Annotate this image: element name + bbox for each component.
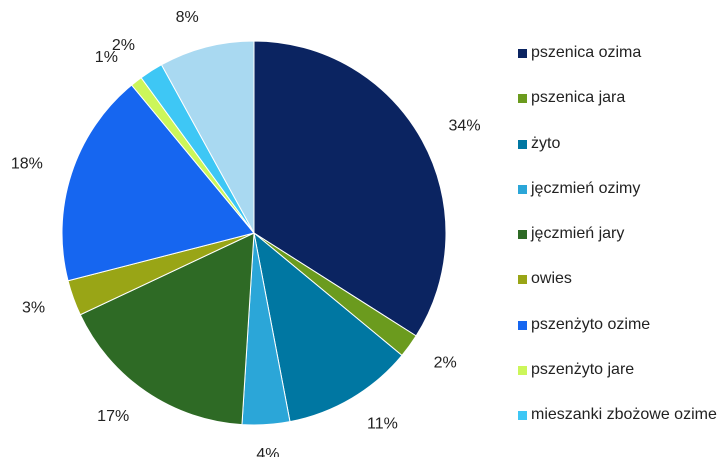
legend-item: owies (518, 270, 723, 315)
legend-item: żyto (518, 135, 723, 180)
pie-slice (253, 40, 447, 337)
legend-swatch (518, 94, 527, 104)
legend-label: mieszanki zbożowe ozime (531, 406, 717, 424)
slice-label: 1% (95, 49, 118, 66)
slice-label: 4% (256, 446, 279, 457)
legend-swatch (518, 49, 527, 58)
legend-swatch (518, 184, 527, 194)
slice-label: 18% (11, 156, 43, 173)
slice-label: 2% (434, 355, 457, 372)
slice-label: 2% (112, 37, 135, 54)
legend-label: żyto (531, 134, 561, 152)
legend-item: pszenżyto ozime (518, 316, 723, 361)
legend-label: jęczmień ozimy (531, 179, 641, 197)
legend: pszenica ozima pszenica jara żyto jęczmień … (518, 44, 723, 452)
legend-item: pszenica jara (518, 89, 723, 134)
pie-slice (79, 232, 255, 426)
legend-swatch (518, 275, 527, 285)
slice-label: 8% (176, 9, 199, 26)
legend-item: jęczmień ozimy (518, 180, 723, 225)
pie-slice (253, 231, 403, 423)
legend-swatch (518, 366, 527, 376)
slice-label: 17% (97, 408, 129, 425)
legend-label: jęczmień jary (531, 225, 625, 243)
legend-label: owies (531, 270, 572, 288)
pie-slice (160, 40, 255, 234)
legend-label: pszenica jara (531, 89, 626, 107)
pie-slice (61, 84, 255, 282)
slice-label: 34% (449, 117, 481, 134)
legend-item: pszenżyto jare (518, 361, 723, 406)
slice-label: 11% (367, 415, 398, 432)
legend-item: pszenica ozima (518, 44, 723, 89)
legend-swatch (518, 139, 527, 149)
legend-swatch (518, 411, 527, 421)
legend-item: jęczmień jary (518, 225, 723, 270)
legend-label: pszenżyto ozime (531, 315, 651, 333)
legend-swatch (518, 320, 527, 330)
legend-item: mieszanki zbożowe ozime (518, 406, 723, 451)
legend-swatch (518, 230, 527, 240)
legend-label: pszenżyto jare (531, 361, 635, 379)
slice-label: 3% (22, 299, 45, 316)
legend-label: pszenica ozima (531, 44, 642, 61)
